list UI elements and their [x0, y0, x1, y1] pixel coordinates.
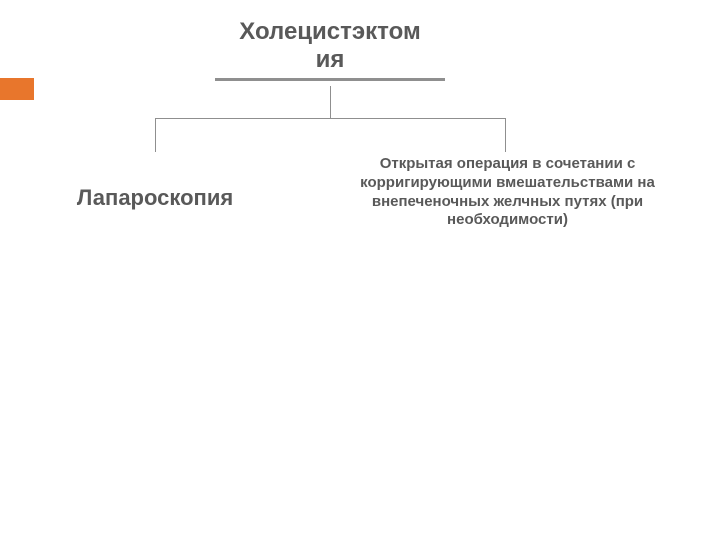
child-right: Открытая операция в сочетании с корригир…: [360, 155, 655, 230]
root-text-line2: ия: [316, 46, 345, 73]
connector-root-drop: [330, 86, 331, 118]
connector-right-drop: [505, 118, 506, 152]
child-left-text: Лапароскопия: [77, 185, 233, 210]
accent-bar: [0, 78, 34, 100]
child-left: Лапароскопия: [55, 185, 255, 211]
connector-left-drop: [155, 118, 156, 152]
connector-hbar: [155, 118, 505, 119]
root-node: Холецистэктом ия: [215, 18, 445, 81]
root-text-line1: Холецистэктом: [239, 18, 420, 45]
child-right-text: Открытая операция в сочетании с корригир…: [360, 155, 655, 228]
